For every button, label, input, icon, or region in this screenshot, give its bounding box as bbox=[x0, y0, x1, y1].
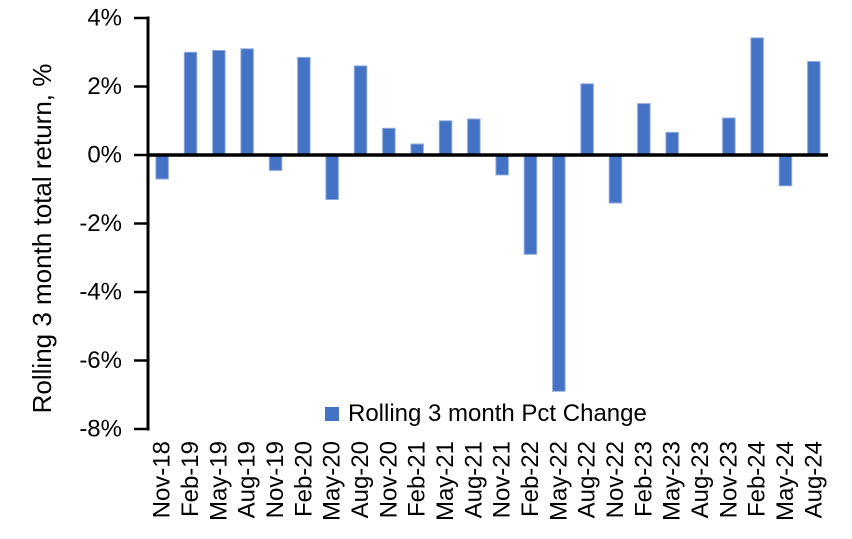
bar-May-20 bbox=[325, 154, 339, 200]
bar-Nov-18 bbox=[155, 154, 169, 180]
bar-May-22 bbox=[552, 154, 566, 392]
x-tick-label: Feb-24 bbox=[744, 441, 771, 517]
x-tick-label: May-24 bbox=[772, 441, 799, 521]
x-tick-label: Nov-19 bbox=[262, 441, 289, 518]
legend-label: Rolling 3 month Pct Change bbox=[348, 400, 647, 427]
x-tick-label: Nov-20 bbox=[375, 441, 402, 518]
bar-May-23 bbox=[665, 131, 679, 156]
x-tick-label: May-21 bbox=[432, 441, 459, 521]
x-tick-label: Aug-19 bbox=[234, 441, 261, 518]
x-tick-label: Aug-24 bbox=[800, 441, 827, 518]
y-tick-label: -6% bbox=[79, 347, 122, 374]
y-axis-title: Rolling 3 month total return, % bbox=[27, 63, 57, 414]
x-tick-label: May-19 bbox=[205, 441, 232, 521]
x-tick-label: May-23 bbox=[659, 441, 686, 521]
x-tick-label: Nov-23 bbox=[715, 441, 742, 518]
x-tick-label: Nov-21 bbox=[489, 441, 516, 518]
bar-Feb-23 bbox=[637, 103, 651, 156]
x-tick-label: Aug-21 bbox=[460, 441, 487, 518]
legend: Rolling 3 month Pct Change bbox=[325, 400, 647, 428]
x-tick-label: Nov-22 bbox=[602, 441, 629, 518]
bar-Nov-21 bbox=[495, 154, 509, 176]
bar-May-24 bbox=[778, 154, 793, 187]
x-tick-label: Feb-19 bbox=[177, 441, 204, 517]
bar-Aug-19 bbox=[240, 48, 254, 156]
x-tick-label: May-22 bbox=[545, 441, 572, 521]
y-tick-label: 4% bbox=[87, 5, 122, 32]
bar-Aug-20 bbox=[353, 65, 368, 156]
x-tick-label: Aug-22 bbox=[574, 441, 601, 518]
bar-Feb-24 bbox=[750, 37, 764, 156]
bar-Feb-20 bbox=[297, 56, 311, 156]
x-tick-label: Nov-18 bbox=[149, 441, 176, 518]
y-tick-label: -4% bbox=[79, 279, 122, 306]
y-tick-label: 0% bbox=[87, 142, 122, 169]
x-tick-label: Aug-23 bbox=[687, 441, 714, 518]
bar-Nov-19 bbox=[268, 154, 283, 171]
bar-Aug-22 bbox=[580, 83, 594, 156]
y-tick-label: -8% bbox=[79, 416, 122, 443]
y-tick-label: 2% bbox=[87, 73, 122, 100]
bar-Aug-24 bbox=[807, 61, 821, 156]
bar-Nov-22 bbox=[608, 154, 623, 204]
x-tick-label: Aug-20 bbox=[347, 441, 374, 518]
y-tick-label: -2% bbox=[79, 210, 122, 237]
bar-May-19 bbox=[212, 50, 226, 156]
x-tick-label: Feb-23 bbox=[630, 441, 657, 517]
bar-May-21 bbox=[438, 120, 453, 156]
bar-Aug-21 bbox=[467, 118, 481, 156]
x-tick-label: Feb-22 bbox=[517, 441, 544, 517]
x-tick-label: May-20 bbox=[319, 441, 346, 521]
x-tick-label: Feb-20 bbox=[290, 441, 317, 517]
bar-Nov-20 bbox=[382, 127, 396, 156]
bar-Feb-19 bbox=[183, 51, 198, 156]
legend-swatch-icon bbox=[325, 407, 339, 421]
bar-Nov-23 bbox=[722, 117, 736, 156]
bar-Feb-22 bbox=[523, 154, 538, 255]
x-tick-label: Feb-21 bbox=[404, 441, 431, 517]
